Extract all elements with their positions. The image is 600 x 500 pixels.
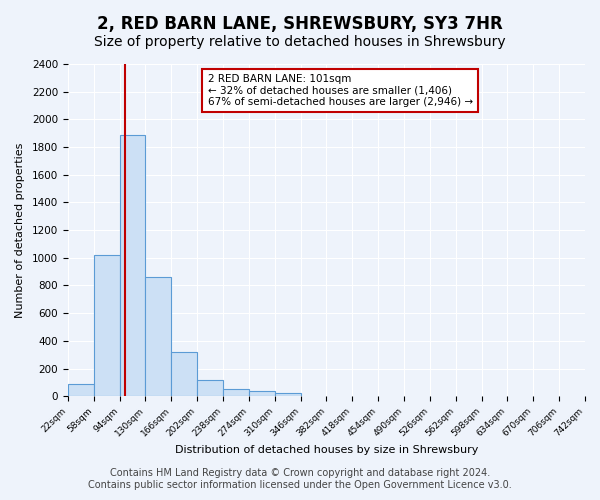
Bar [223,388,249,396]
Text: Size of property relative to detached houses in Shrewsbury: Size of property relative to detached ho… [94,35,506,49]
Bar [172,352,197,396]
Bar [275,393,301,396]
Text: 2 RED BARN LANE: 101sqm
← 32% of detached houses are smaller (1,406)
67% of semi: 2 RED BARN LANE: 101sqm ← 32% of detache… [208,74,473,107]
Bar [197,380,223,396]
Bar [94,255,119,396]
Text: Contains HM Land Registry data © Crown copyright and database right 2024.
Contai: Contains HM Land Registry data © Crown c… [88,468,512,490]
Bar [145,277,172,396]
Bar [119,134,145,396]
Text: 2, RED BARN LANE, SHREWSBURY, SY3 7HR: 2, RED BARN LANE, SHREWSBURY, SY3 7HR [97,15,503,33]
Bar [68,384,94,396]
Bar [249,392,275,396]
X-axis label: Distribution of detached houses by size in Shrewsbury: Distribution of detached houses by size … [175,445,478,455]
Y-axis label: Number of detached properties: Number of detached properties [15,142,25,318]
